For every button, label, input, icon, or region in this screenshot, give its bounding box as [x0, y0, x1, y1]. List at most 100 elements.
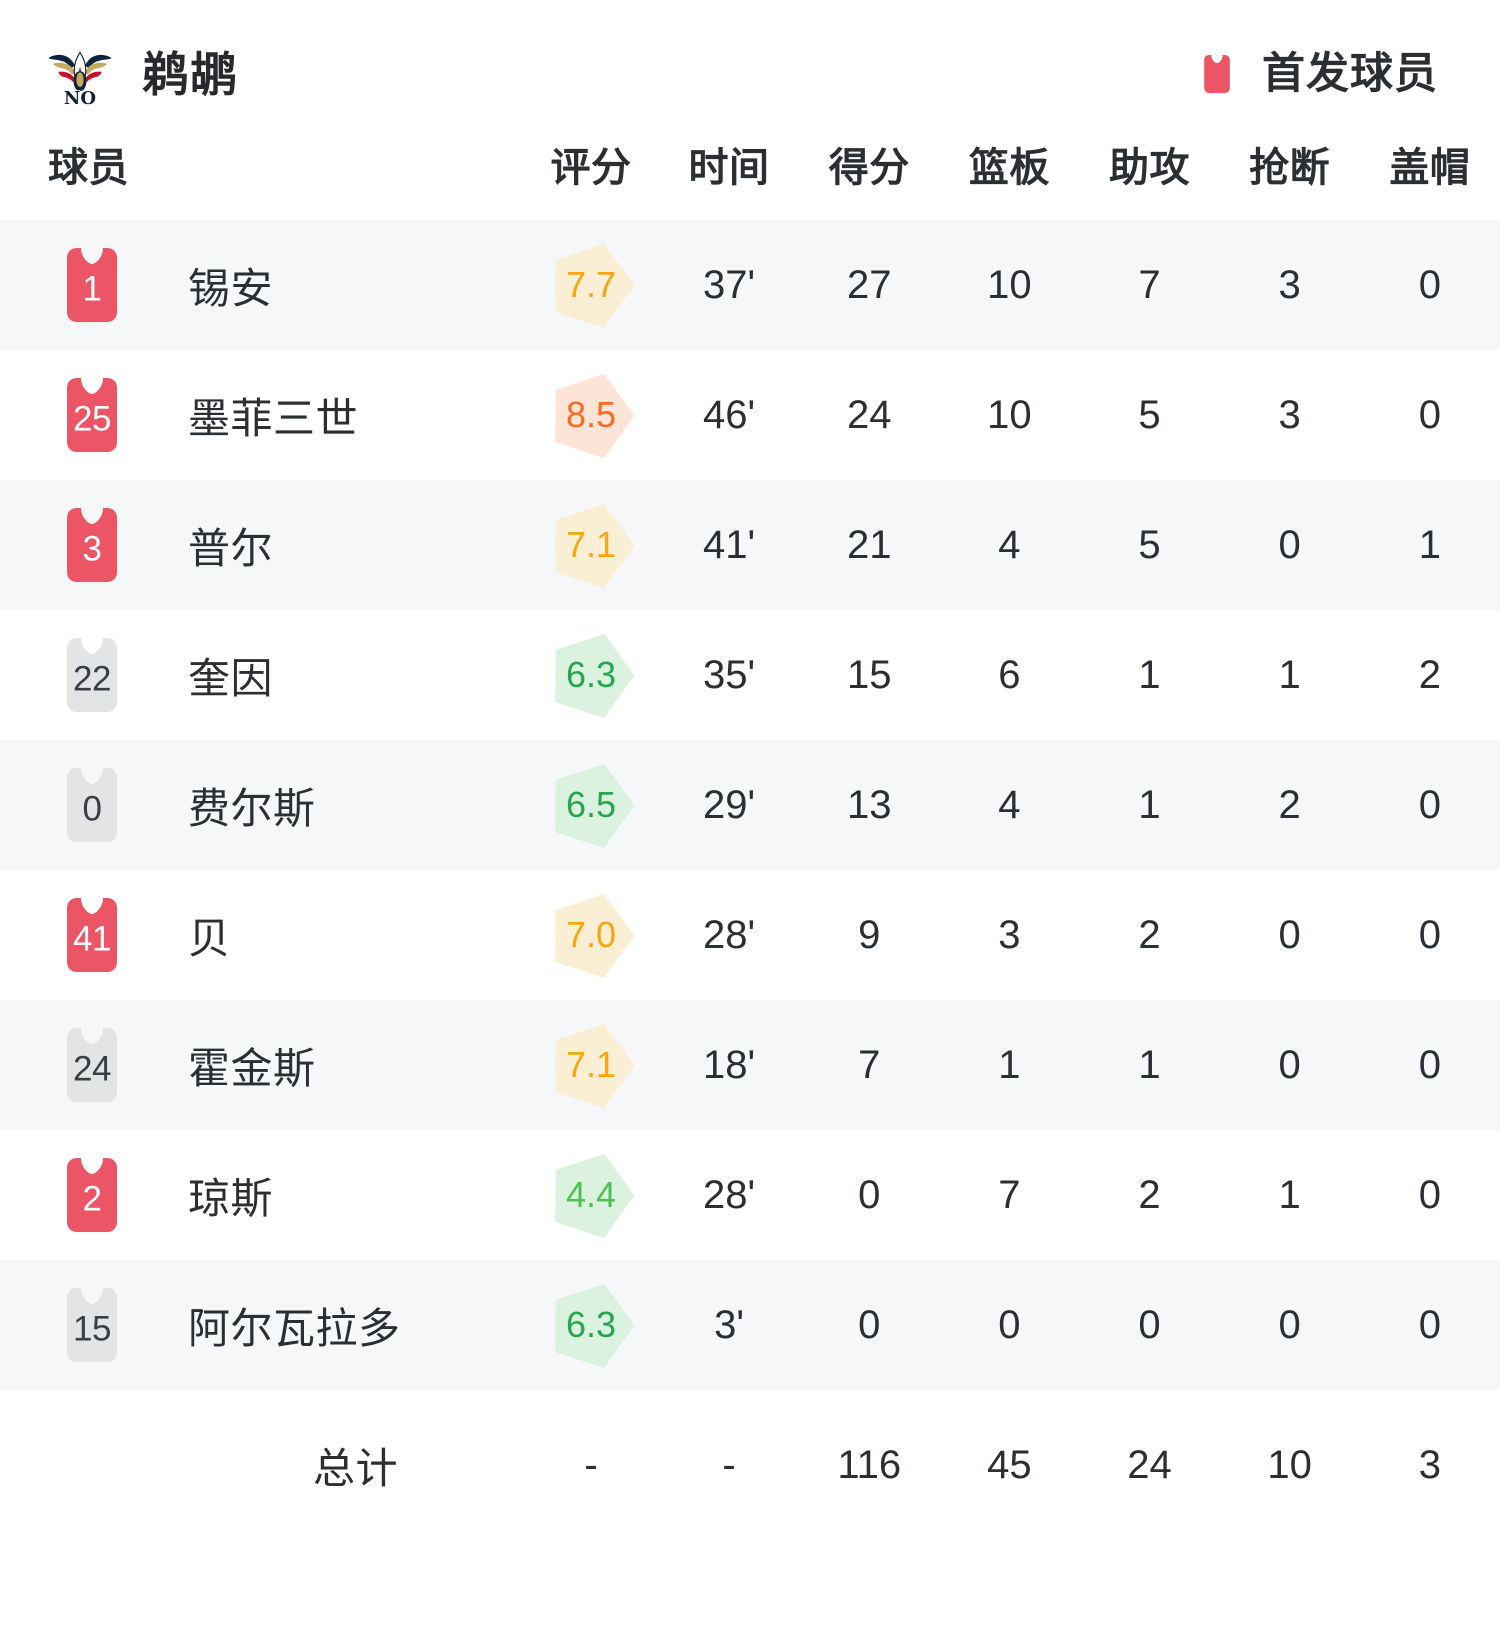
table-row[interactable]: 25 墨菲三世 8.5 46' 24 10 5 3 0: [0, 350, 1500, 480]
starter-legend-label: 首发球员: [1262, 49, 1438, 98]
table-row[interactable]: 15 阿尔瓦拉多 6.3 3' 0 0 0 0 0: [0, 1260, 1500, 1390]
player-cell[interactable]: 0 费尔斯: [0, 740, 523, 870]
stat-cell-points: 13: [799, 740, 939, 870]
jersey-icon: [1204, 55, 1230, 93]
jersey-badge: 22: [40, 636, 144, 714]
stat-value: 37': [702, 262, 756, 307]
player-cell[interactable]: 25 墨菲三世: [0, 350, 523, 480]
jersey-icon: [67, 898, 117, 972]
header-row: 球员 评分 时间 得分 篮板 助攻 抢断 盖帽: [0, 108, 1500, 220]
stat-value: 2: [1138, 1172, 1161, 1217]
stat-cell-minutes: 28': [659, 870, 799, 1000]
column-header-blocks[interactable]: 盖帽: [1359, 108, 1500, 220]
stat-cell-steals: 0: [1220, 870, 1360, 1000]
stat-cell-rebounds: 10: [939, 220, 1079, 350]
table-row[interactable]: 2 琼斯 4.4 28' 0 7 2 1 0: [0, 1130, 1500, 1260]
stat-value: 0: [1418, 782, 1441, 827]
stat-cell-assists: 1: [1079, 740, 1219, 870]
rating-cell: 7.7: [523, 220, 659, 350]
rating-badge: 6.3: [545, 1279, 637, 1371]
stat-value: 18': [702, 1042, 756, 1087]
stat-cell-minutes: 29': [659, 740, 799, 870]
column-header-minutes[interactable]: 时间: [658, 108, 800, 220]
stat-value: 2: [1278, 782, 1301, 827]
stat-value: 41': [702, 522, 756, 567]
stat-value: 21: [846, 522, 892, 567]
table-row[interactable]: 0 费尔斯 6.5 29' 13 4 1 2 0: [0, 740, 1500, 870]
player-cell[interactable]: 41 贝: [0, 870, 523, 1000]
player-cell[interactable]: 3 普尔: [0, 480, 523, 610]
player-name: 阿尔瓦拉多: [188, 1304, 401, 1352]
stat-cell-blocks: 2: [1360, 610, 1500, 740]
stat-value: 35': [702, 652, 756, 697]
total-value: 24: [1127, 1442, 1172, 1487]
rating-cell: 8.5: [523, 350, 659, 480]
stat-cell-points: 7: [799, 1000, 939, 1130]
table-row[interactable]: 41 贝 7.0 28' 9 3 2 0 0: [0, 870, 1500, 1000]
column-header-rebounds[interactable]: 篮板: [939, 108, 1080, 220]
rating-badge: 4.4: [545, 1149, 637, 1241]
player-cell[interactable]: 1 锡安: [0, 220, 523, 350]
jersey-badge: 0: [40, 766, 144, 844]
stat-value: 29': [702, 782, 756, 827]
jersey-icon: [67, 1288, 117, 1362]
stat-cell-points: 27: [799, 220, 939, 350]
jersey-icon: [67, 638, 117, 712]
total-value: 10: [1267, 1442, 1312, 1487]
stat-value: 0: [1278, 522, 1301, 567]
stat-value: 0: [858, 1172, 881, 1217]
stat-value: 0: [1418, 262, 1441, 307]
pentagon-icon: [555, 1023, 635, 1108]
stat-value: 6: [998, 652, 1021, 697]
column-header-assists[interactable]: 助攻: [1079, 108, 1220, 220]
player-name: 贝: [188, 914, 231, 962]
table-row[interactable]: 3 普尔 7.1 41' 21 4 5 0 1: [0, 480, 1500, 610]
stat-cell-steals: 1: [1220, 610, 1360, 740]
stat-cell-rebounds: 10: [939, 350, 1079, 480]
rating-value: 4.4: [565, 1174, 616, 1215]
table-header: 球员 评分 时间 得分 篮板 助攻 抢断 盖帽: [0, 108, 1500, 220]
stat-value: 0: [1278, 1302, 1301, 1347]
player-cell[interactable]: 22 奎因: [0, 610, 523, 740]
stat-value: 3: [998, 912, 1021, 957]
stat-value: 28': [702, 1172, 756, 1217]
stat-cell-blocks: 0: [1360, 1000, 1500, 1130]
column-header-points[interactable]: 得分: [799, 108, 940, 220]
stat-value: 2: [1418, 652, 1441, 697]
stat-cell-assists: 0: [1079, 1260, 1219, 1390]
stat-cell-points: 0: [799, 1260, 939, 1390]
total-value: 3: [1418, 1442, 1441, 1487]
stat-cell-minutes: 41': [659, 480, 799, 610]
jersey-badge: 3: [40, 506, 144, 584]
team-identity[interactable]: NO 鹈鹕: [44, 38, 238, 110]
stat-value: 10: [987, 392, 1032, 437]
stat-cell-points: 9: [799, 870, 939, 1000]
player-cell[interactable]: 2 琼斯: [0, 1130, 523, 1260]
jersey-icon: [67, 1158, 117, 1232]
rating-cell: 7.0: [523, 870, 659, 1000]
pentagon-icon: [555, 373, 635, 458]
rating-value: 6.5: [565, 784, 616, 825]
stat-cell-rebounds: 6: [939, 610, 1079, 740]
player-cell[interactable]: 15 阿尔瓦拉多: [0, 1260, 523, 1390]
stat-value: 0: [1418, 1172, 1441, 1217]
total-rating-cell: -: [523, 1390, 659, 1540]
rating-badge: 8.5: [545, 369, 637, 461]
table-row[interactable]: 22 奎因 6.3 35' 15 6 1 1 2: [0, 610, 1500, 740]
stat-value: 5: [1138, 522, 1161, 567]
stat-value: 13: [846, 782, 892, 827]
table-row[interactable]: 1 锡安 7.7 37' 27 10 7 3 0: [0, 220, 1500, 350]
jersey-badge: 41: [40, 896, 144, 974]
rating-badge: 6.5: [545, 759, 637, 851]
stat-cell-minutes: 18': [659, 1000, 799, 1130]
jersey-badge: 24: [40, 1026, 144, 1104]
stat-cell-points: 0: [799, 1130, 939, 1260]
table-row[interactable]: 24 霍金斯 7.1 18' 7 1 1 0 0: [0, 1000, 1500, 1130]
stat-value: 2: [1138, 912, 1161, 957]
pentagon-icon: [555, 1153, 635, 1238]
player-cell[interactable]: 24 霍金斯: [0, 1000, 523, 1130]
column-header-rating[interactable]: 评分: [523, 108, 659, 220]
stat-cell-steals: 1: [1220, 1130, 1360, 1260]
column-header-player[interactable]: 球员: [0, 108, 523, 220]
column-header-steals[interactable]: 抢断: [1219, 108, 1360, 220]
